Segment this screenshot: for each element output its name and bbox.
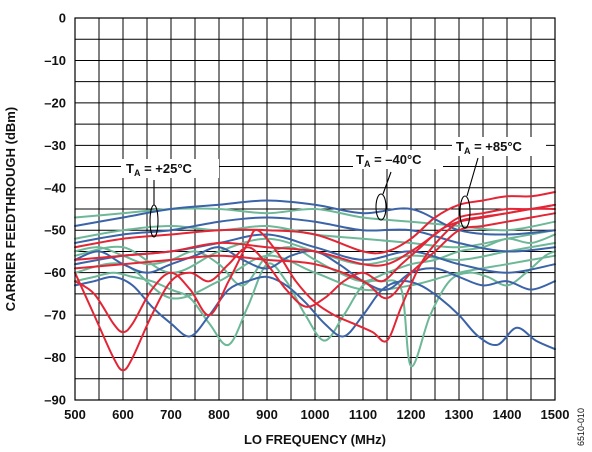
y-tick-label: –60	[44, 265, 66, 280]
series-2-curve-3	[74, 203, 556, 372]
y-tick-label: –50	[44, 223, 66, 238]
annotation-25c-bg	[121, 159, 219, 178]
annotation-85c-rest: = +85°C	[470, 139, 522, 154]
plot-frame	[74, 17, 556, 401]
y-tick-label: –40	[44, 180, 66, 195]
annotation-minus40c-leader	[382, 171, 392, 195]
annotation-minus40c-rest: = –40°C	[370, 152, 422, 167]
y-tick-label: –10	[44, 53, 66, 68]
x-axis-title: LO FREQUENCY (MHz)	[244, 432, 386, 447]
annotation-minus40c-bg	[353, 150, 443, 169]
x-tick-label: 800	[208, 407, 230, 422]
annotation-25c-rest: = +25°C	[140, 161, 192, 176]
annotation-85c-bg	[452, 137, 546, 156]
x-tick-label: 900	[256, 407, 278, 422]
annotation-25c-sub: A	[134, 168, 141, 178]
annotation-85c-ellipse	[459, 195, 471, 229]
annotation-25c-marker	[149, 180, 159, 238]
annotation-minus40c-sub: A	[364, 159, 371, 169]
y-tick-label: 0	[59, 11, 66, 26]
x-tick-label: 700	[160, 407, 182, 422]
y-tick-label: –80	[44, 350, 66, 365]
x-ticks: 500 600 700 800 900 1000 1100 1200 1300 1400 1500	[64, 407, 569, 422]
y-axis-title: CARRIER FEEDTHROUGH (dBm)	[3, 107, 18, 311]
x-tick-label: 1500	[541, 407, 570, 422]
annotation-85c-leader	[466, 157, 479, 197]
annotation-25c-label: TA = +25°C	[126, 161, 193, 178]
y-tick-label: –90	[44, 393, 66, 408]
y-tick-label: –20	[44, 95, 66, 110]
annotation-85c-marker	[459, 157, 479, 229]
annotation-minus40c-base: T	[356, 152, 364, 167]
series-2-curve-0	[74, 191, 556, 255]
annotation-85c-label: TA = +85°C	[456, 139, 523, 156]
x-tick-label: 1000	[301, 407, 330, 422]
annotation-minus40c-marker	[375, 171, 392, 221]
y-tick-label: –70	[44, 308, 66, 323]
x-tick-label: 1300	[445, 407, 474, 422]
series-2-curve-1	[74, 203, 556, 267]
series-0-curve-5	[74, 233, 556, 287]
annotation-minus40c-ellipse	[375, 193, 387, 221]
series-2	[74, 191, 556, 372]
y-tick-label: –30	[44, 138, 66, 153]
grid	[74, 17, 556, 401]
x-tick-label: 1100	[349, 407, 377, 422]
curves	[74, 191, 556, 372]
x-tick-label: 500	[64, 407, 86, 422]
annotation-minus40c-label: TA = –40°C	[356, 152, 422, 169]
annotation-85c-base: T	[456, 139, 464, 154]
x-tick-label: 1200	[397, 407, 426, 422]
annotation-85c-sub: A	[464, 146, 471, 156]
series-2-curve-2	[74, 207, 556, 343]
x-tick-label: 1400	[493, 407, 522, 422]
series-2-curve-4	[74, 212, 556, 300]
series-1-curve-3	[74, 275, 556, 351]
x-tick-label: 600	[112, 407, 134, 422]
annotation-25c-base: T	[126, 161, 134, 176]
y-ticks: 0 –10 –20 –30 –40 –50 –60 –70 –80 –90	[44, 11, 66, 408]
figure-id: 6510-010	[576, 408, 586, 446]
